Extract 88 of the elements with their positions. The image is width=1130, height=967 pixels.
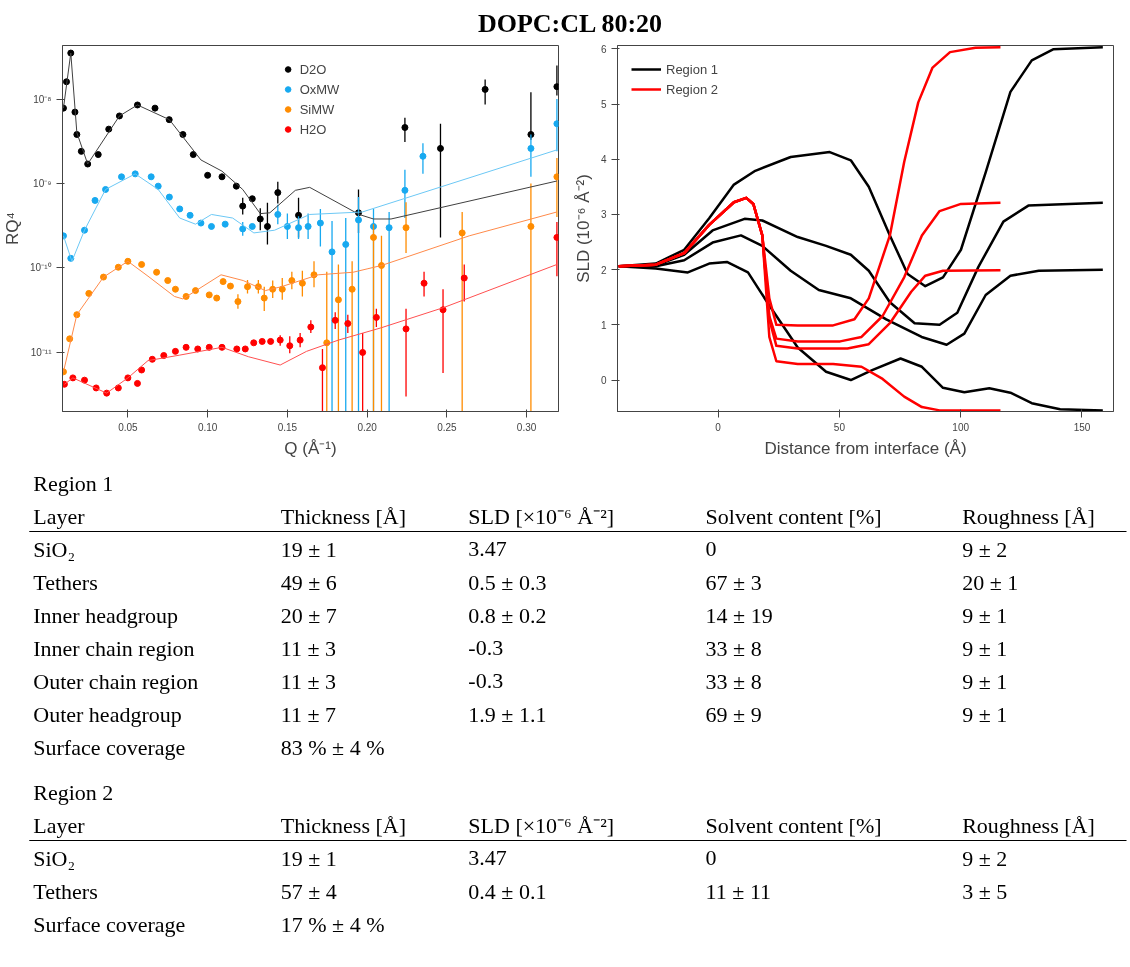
text: 19 ± 1 <box>280 536 337 562</box>
x-tick-label: 0.25 <box>437 421 458 433</box>
y-tick-label: 10⁻¹¹ <box>30 346 53 358</box>
text: 83 % ± 4 % <box>280 734 385 760</box>
text: Surface coverage <box>33 911 186 937</box>
text: Outer chain region <box>33 668 199 694</box>
text: Surface coverage <box>33 734 186 760</box>
category-label: Solvent content [%] <box>705 812 882 838</box>
text: 3 ± 5 <box>962 878 1008 904</box>
text: 9 ± 1 <box>962 635 1008 661</box>
y-tick-label: 6 <box>600 43 607 55</box>
text: 11 ± 7 <box>280 701 337 727</box>
category-label: SLD [×10⁻⁶ Å⁻²] <box>468 812 615 838</box>
legend-label: Region 2 <box>666 81 719 97</box>
category-label: Layer <box>33 503 86 529</box>
category-label: Layer <box>33 812 86 838</box>
text: Region 2 <box>33 779 114 805</box>
text: 69 ± 9 <box>705 701 762 727</box>
x-tick-label: 0.10 <box>197 421 218 433</box>
y-axis-title: RQ⁴ <box>3 212 23 245</box>
y-tick-label: 3 <box>600 209 607 221</box>
text: 9 ± 1 <box>962 668 1008 694</box>
text: 9 ± 1 <box>962 602 1008 628</box>
text: 17 % ± 4 % <box>280 911 385 937</box>
text: 67 ± 3 <box>705 569 762 595</box>
y-axis-title: SLD (10⁻⁶ Å⁻²) <box>573 174 593 283</box>
text: 14 ± 19 <box>705 602 773 628</box>
y-tick-label: 4 <box>600 154 607 166</box>
category-label: SLD [×10⁻⁶ Å⁻²] <box>468 503 615 529</box>
y-tick-label: 1 <box>600 319 607 331</box>
text: -0.3 <box>468 668 504 693</box>
text: 11 ± 3 <box>280 668 337 694</box>
y-tick-label: 5 <box>600 99 607 111</box>
y-tick-label: 10⁻⁸ <box>33 93 52 105</box>
text: -0.3 <box>468 635 504 660</box>
text: 0 <box>705 536 717 561</box>
x-tick-label: 0.15 <box>277 421 298 433</box>
text: Inner chain region <box>33 635 195 661</box>
legend-label: D2O <box>299 61 327 77</box>
category-label: Solvent content [%] <box>705 503 882 529</box>
category-label: Thickness [Å] <box>280 812 406 838</box>
x-tick-label: 0.30 <box>516 421 537 433</box>
text: 11 ± 11 <box>705 878 772 904</box>
chart-title: DOPC:CL 80:20 <box>477 8 663 40</box>
text: 0.8 ± 0.2 <box>468 602 547 628</box>
text: Tethers <box>33 878 98 904</box>
category-label: Roughness [Å] <box>962 812 1095 838</box>
legend-label: OxMW <box>299 81 340 97</box>
x-axis-title: Distance from interface (Å) <box>764 438 967 458</box>
category-label: Roughness [Å] <box>962 503 1095 529</box>
text: 1.9 ± 1.1 <box>468 701 547 727</box>
text: 49 ± 6 <box>280 569 337 595</box>
text: SiO₂ <box>33 845 76 871</box>
text: 57 ± 4 <box>280 878 337 904</box>
x-tick-label: 150 <box>1073 421 1091 433</box>
text: SiO₂ <box>33 536 76 562</box>
x-tick-label: 0.05 <box>118 421 139 433</box>
text: 33 ± 8 <box>705 668 762 694</box>
text: 9 ± 2 <box>962 845 1008 871</box>
text: Tethers <box>33 569 98 595</box>
y-tick-label: 0 <box>600 375 607 387</box>
text: Outer headgroup <box>33 701 182 727</box>
x-tick-label: 0.20 <box>357 421 378 433</box>
legend-label: SiMW <box>299 101 335 117</box>
text: 0 <box>705 845 717 870</box>
y-tick-label: 2 <box>600 264 607 276</box>
text: 0.5 ± 0.3 <box>468 569 547 595</box>
text: 3.47 <box>468 536 507 561</box>
text: 9 ± 1 <box>962 701 1008 727</box>
text: Region 1 <box>33 470 114 496</box>
legend-label: Region 1 <box>666 61 719 77</box>
text: 20 ± 1 <box>962 569 1019 595</box>
text: 9 ± 2 <box>962 536 1008 562</box>
text: 0.4 ± 0.1 <box>468 878 547 904</box>
x-tick-label: 50 <box>833 421 846 433</box>
text: 3.47 <box>468 845 507 870</box>
x-axis-title: Q (Å⁻¹) <box>284 438 337 458</box>
legend-label: H2O <box>299 121 327 137</box>
text: 33 ± 8 <box>705 635 762 661</box>
x-tick-label: 100 <box>952 421 970 433</box>
category-label: Thickness [Å] <box>280 503 406 529</box>
x-tick-label: 0 <box>715 421 722 433</box>
y-tick-label: 10⁻⁹ <box>33 177 52 189</box>
text: 20 ± 7 <box>280 602 337 628</box>
text: Inner headgroup <box>33 602 179 628</box>
text: 19 ± 1 <box>280 845 337 871</box>
text: 11 ± 3 <box>280 635 337 661</box>
y-tick-label: 10⁻¹⁰ <box>30 262 52 274</box>
